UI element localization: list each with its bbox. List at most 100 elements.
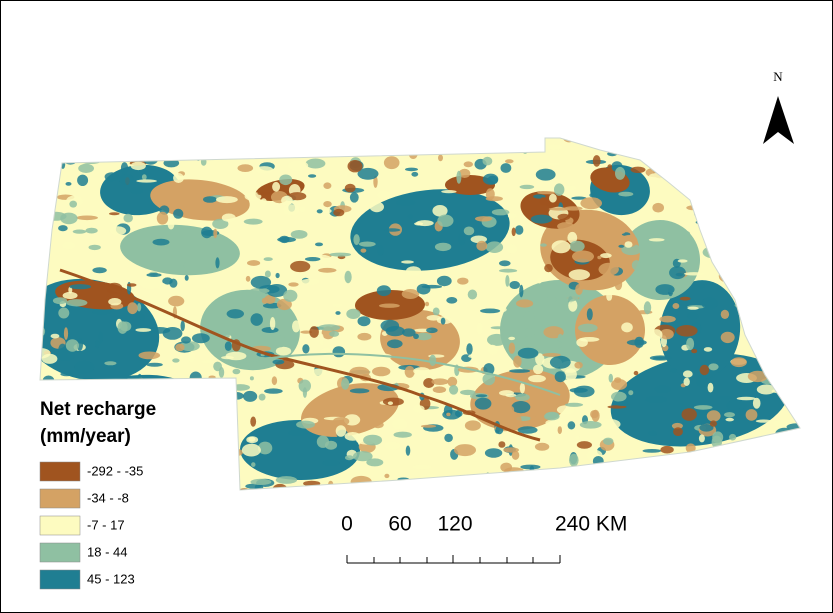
raster-speck	[249, 376, 254, 381]
raster-speck	[401, 164, 410, 169]
raster-speck	[752, 397, 761, 409]
raster-speck	[618, 244, 625, 248]
raster-speck	[687, 467, 705, 477]
raster-speck	[549, 355, 571, 369]
raster-speck	[271, 376, 278, 386]
raster-speck	[499, 390, 514, 396]
raster-speck	[503, 447, 519, 453]
raster-speck	[592, 155, 601, 167]
raster-speck	[302, 344, 310, 354]
raster-speck	[776, 168, 788, 174]
raster-speck	[68, 286, 73, 294]
raster-speck	[62, 291, 78, 300]
raster-speck	[628, 476, 636, 480]
raster-speck	[726, 472, 742, 479]
raster-speck	[774, 448, 796, 460]
raster-speck	[139, 313, 145, 321]
raster-speck	[545, 419, 567, 427]
raster-speck	[737, 216, 743, 229]
legend-swatch	[39, 461, 81, 482]
raster-speck	[616, 228, 626, 235]
raster-speck	[56, 349, 75, 361]
raster-speck	[78, 163, 94, 173]
raster-speck	[649, 172, 669, 179]
raster-speck	[95, 340, 100, 349]
raster-speck	[181, 336, 191, 344]
raster-speck	[701, 297, 718, 310]
raster-speck	[468, 354, 478, 359]
raster-speck	[403, 144, 415, 153]
raster-speck	[315, 242, 323, 247]
raster-speck	[251, 462, 256, 467]
raster-speck	[111, 213, 121, 226]
raster-speck	[347, 160, 363, 173]
raster-speck	[408, 147, 418, 159]
raster-speck	[672, 303, 680, 309]
raster-speck	[673, 427, 683, 436]
raster-speck	[318, 324, 341, 331]
raster-speck	[302, 487, 317, 490]
raster-speck	[533, 364, 544, 375]
raster-speck	[749, 149, 763, 154]
raster-speck	[172, 358, 180, 363]
raster-speck	[201, 418, 207, 423]
raster-speck	[464, 420, 481, 431]
raster-speck	[443, 404, 453, 417]
raster-speck	[539, 162, 560, 166]
raster-speck	[467, 289, 478, 300]
raster-speck	[43, 154, 61, 161]
raster-speck	[725, 159, 740, 171]
raster-speck	[631, 143, 636, 155]
raster-speck	[576, 338, 588, 347]
raster-speck	[521, 473, 531, 481]
raster-speck	[694, 488, 713, 490]
raster-speck	[101, 147, 110, 156]
raster-speck	[392, 419, 408, 430]
raster-speck	[523, 328, 535, 337]
raster-speck	[101, 450, 122, 461]
raster-speck	[686, 205, 702, 211]
raster-speck	[475, 394, 488, 398]
raster-speck	[548, 207, 571, 211]
raster-speck	[482, 173, 499, 185]
raster-speck	[72, 229, 87, 234]
raster-speck	[212, 380, 223, 393]
raster-speck	[232, 368, 241, 375]
raster-speck	[760, 359, 770, 366]
raster-speck	[654, 485, 670, 490]
raster-speck	[702, 184, 713, 189]
raster-speck	[298, 379, 311, 393]
raster-speck	[333, 208, 345, 217]
raster-speck	[288, 282, 299, 287]
raster-speck	[742, 256, 751, 269]
raster-speck	[774, 420, 789, 427]
raster-speck	[423, 378, 435, 388]
raster-speck	[58, 183, 66, 191]
raster-speck	[292, 320, 301, 333]
raster-speck	[146, 273, 162, 277]
raster-speck	[739, 138, 759, 142]
raster-speck	[335, 311, 341, 315]
raster-speck	[556, 405, 575, 415]
raster-speck	[687, 452, 697, 460]
raster-speck	[707, 382, 714, 393]
raster-speck	[778, 301, 797, 306]
raster-speck	[603, 300, 624, 308]
raster-speck	[250, 313, 263, 326]
raster-speck	[66, 299, 88, 307]
raster-speck	[272, 483, 288, 490]
raster-speck	[357, 316, 371, 327]
raster-speck	[713, 158, 728, 163]
raster-speck	[65, 182, 72, 186]
raster-speck	[379, 303, 400, 308]
raster-speck	[194, 405, 201, 417]
raster-speck	[154, 397, 169, 405]
raster-speck	[499, 268, 518, 273]
raster-speck	[675, 272, 684, 277]
raster-speck	[137, 373, 142, 383]
raster-speck	[579, 421, 602, 429]
raster-speck	[692, 455, 707, 462]
raster-speck	[594, 486, 608, 490]
raster-speck	[213, 361, 223, 372]
raster-speck	[511, 401, 531, 414]
